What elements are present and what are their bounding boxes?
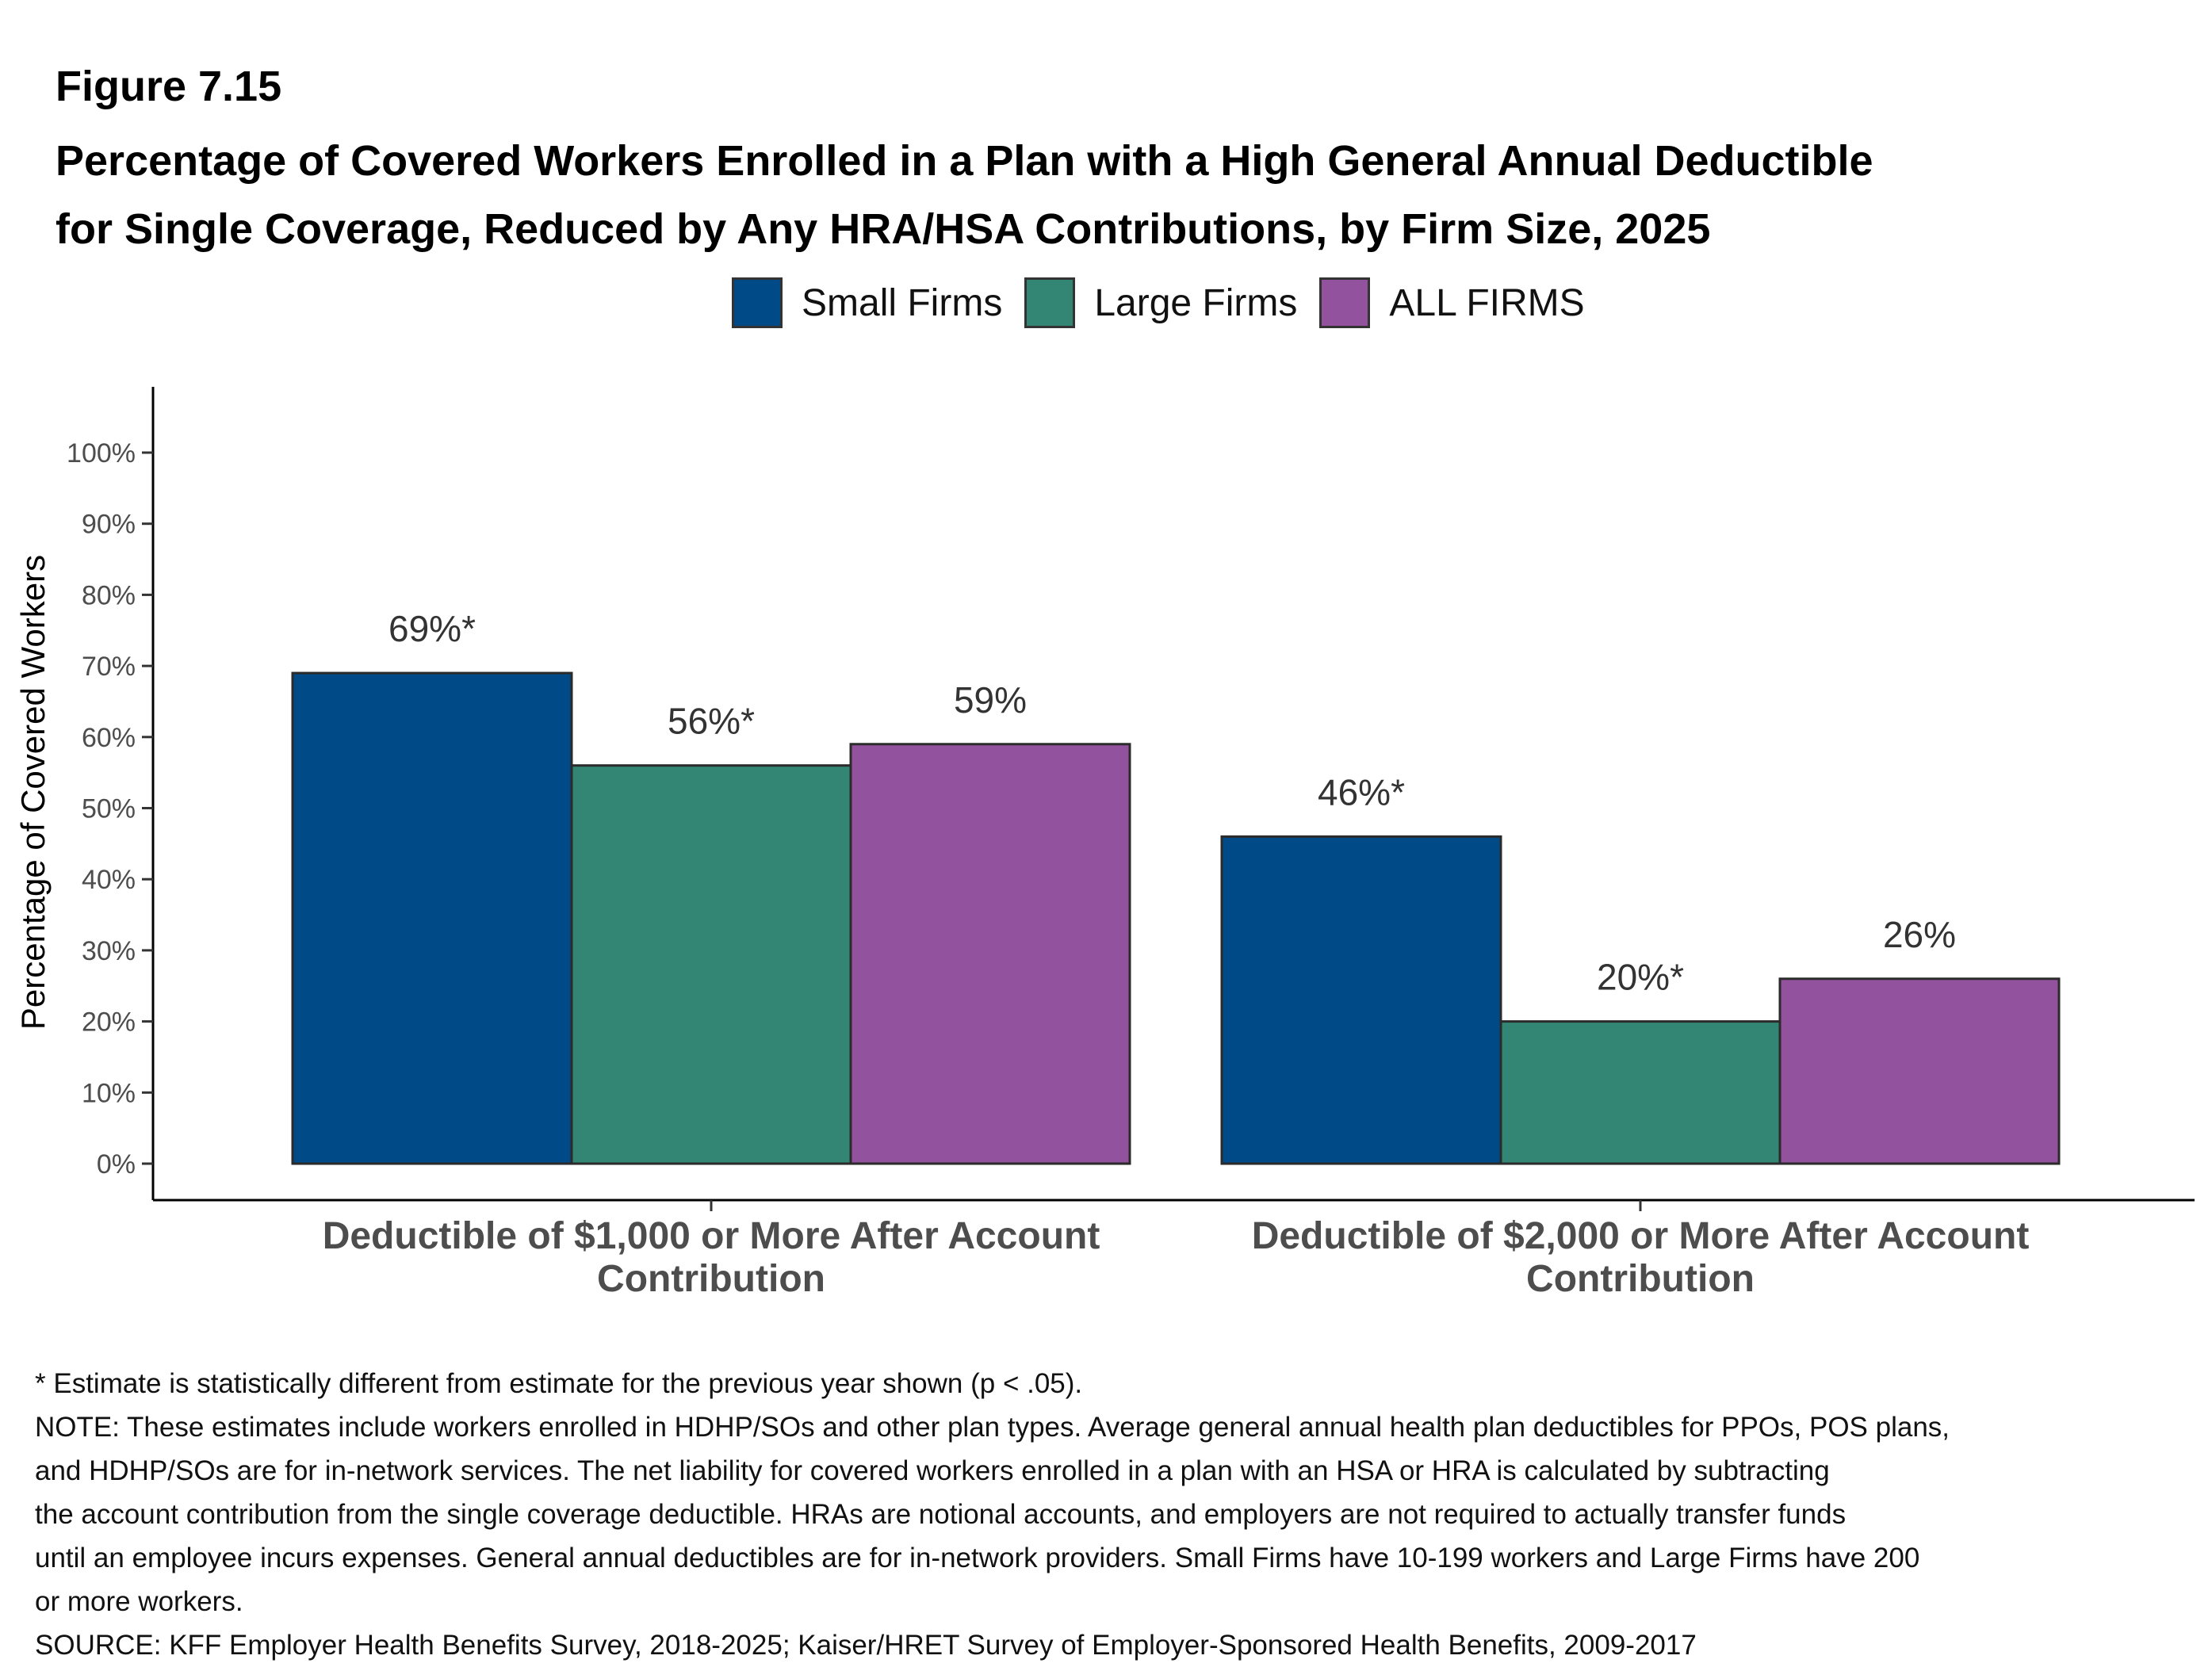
bar: [291, 671, 573, 1165]
legend-label-all-firms: ALL FIRMS: [1389, 281, 1585, 324]
x-tick-label: Contribution: [1526, 1258, 1755, 1300]
chart-title: Percentage of Covered Workers Enrolled i…: [55, 127, 2157, 263]
figure-label: Figure 7.15: [55, 63, 282, 110]
bar: [1778, 977, 2061, 1165]
bar-data-label: 26%: [1883, 914, 1956, 955]
x-tick-label: Deductible of $1,000 or More After Accou…: [323, 1215, 1100, 1257]
bar-data-label: 59%: [954, 679, 1027, 721]
footnote-line-7: SOURCE: KFF Employer Health Benefits Sur…: [35, 1630, 1697, 1661]
footnote-line-4: the account contribution from the single…: [35, 1499, 1847, 1530]
y-tick-label: 70%: [82, 652, 136, 682]
footnote-line-2: NOTE: These estimates include workers en…: [35, 1412, 1950, 1443]
legend-item-small-firms: Small Firms: [732, 277, 1002, 328]
y-tick-label: 10%: [82, 1078, 136, 1108]
y-axis-title: Percentage of Covered Workers: [14, 555, 52, 1030]
chart-title-line-1: Percentage of Covered Workers Enrolled i…: [55, 137, 1873, 185]
legend-swatch-small-firms: [732, 277, 783, 328]
footnote-line-6: or more workers.: [35, 1586, 243, 1617]
bar: [849, 743, 1131, 1165]
x-tick-label: Deductible of $2,000 or More After Accou…: [1252, 1215, 2030, 1257]
bar-chart: 0% 10% 20% 30% 40% 50% 60% 70% 80% 90% 100% Percent…: [14, 387, 2195, 1300]
footnote-line-1: * Estimate is statistically different fr…: [35, 1368, 1083, 1399]
y-tick-label: 20%: [82, 1007, 136, 1038]
bar-data-label: 69%*: [388, 608, 476, 649]
legend-item-all-firms: ALL FIRMS: [1319, 277, 1585, 328]
chart-title-line-2: for Single Coverage, Reduced by Any HRA/…: [55, 205, 1711, 253]
bar: [1499, 1020, 1781, 1165]
y-tick-label: 60%: [82, 723, 136, 753]
legend-swatch-large-firms: [1024, 277, 1076, 328]
legend: Small Firms Large Firms ALL FIRMS: [732, 274, 1607, 331]
bar: [1220, 835, 1502, 1165]
legend-swatch-all-firms: [1319, 277, 1371, 328]
bar-data-label: 46%*: [1318, 771, 1405, 812]
x-tick-label: Contribution: [597, 1258, 825, 1300]
bar: [570, 764, 852, 1165]
y-tick-label: 40%: [82, 865, 136, 895]
y-tick-label: 90%: [82, 510, 136, 540]
legend-label-large-firms: Large Firms: [1094, 281, 1298, 324]
y-tick-label: 50%: [82, 794, 136, 824]
y-tick-label: 80%: [82, 580, 136, 610]
legend-label-small-firms: Small Firms: [802, 281, 1003, 324]
legend-item-large-firms: Large Firms: [1024, 277, 1297, 328]
footnote-line-5: until an employee incurs expenses. Gener…: [35, 1543, 1920, 1573]
bar-data-label: 56%*: [668, 701, 755, 742]
y-tick-label: 100%: [67, 438, 136, 468]
y-tick-label: 30%: [82, 936, 136, 966]
bar-data-label: 20%*: [1597, 957, 1684, 998]
footnotes: * Estimate is statistically different fr…: [35, 1362, 2176, 1667]
footnote-line-3: and HDHP/SOs are for in-network services…: [35, 1455, 1830, 1486]
y-tick-label: 0%: [97, 1149, 136, 1180]
